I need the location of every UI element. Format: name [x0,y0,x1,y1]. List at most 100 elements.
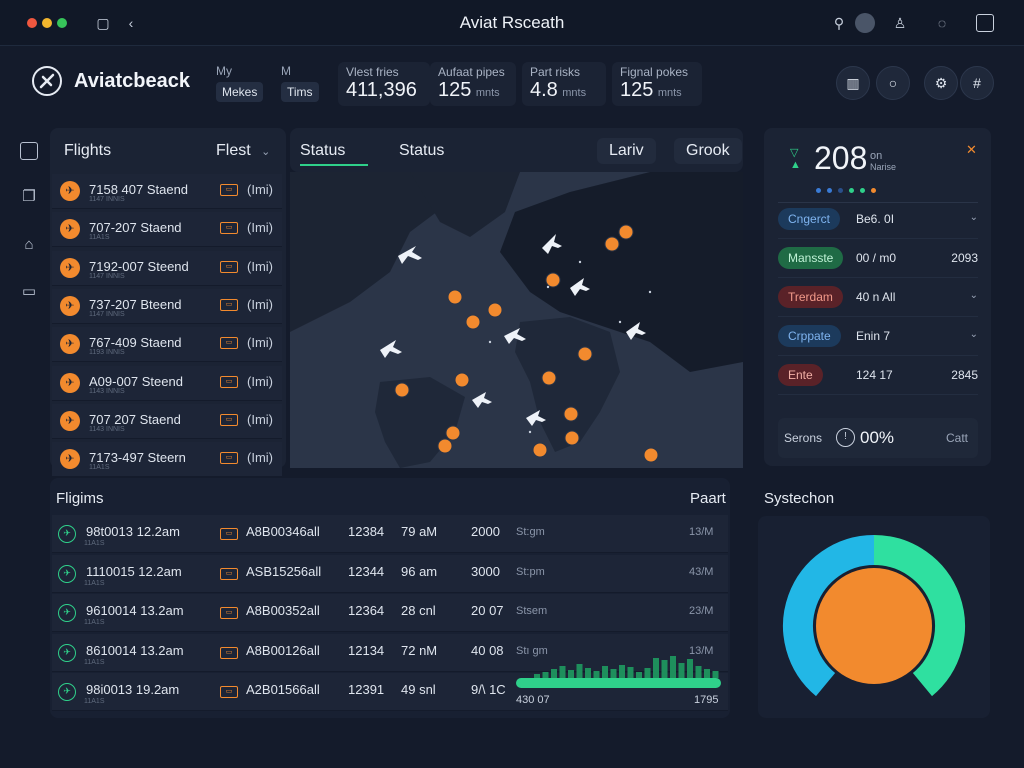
user-icon[interactable]: ♙ [893,15,907,31]
tag-icon: ▭ [220,337,238,350]
refresh-icon[interactable]: ◌ [937,15,947,31]
search-icon[interactable]: ⚲ [833,15,845,31]
gauge-arc-cyan [783,535,875,697]
status-mid: 40 n All [856,290,896,304]
chart-icon[interactable]: ▥ [836,66,870,100]
status-row[interactable]: Crppate Enin 7 ⌄ [778,321,980,356]
trend-up-down-icon: ▽ ▲ [790,147,801,171]
mini-selector-2[interactable]: M Tims [281,64,319,102]
chevron-down-icon[interactable]: ⌄ [969,290,978,301]
circle-icon[interactable]: ○ [876,66,910,100]
settings-icon[interactable]: ⚙ [924,66,958,100]
flight-label: 7173-497 Steern [89,450,186,466]
flight-label: 7158 407 Staend [89,182,189,197]
cell-rate: 23/M [689,605,714,617]
status-pill: Trerdam [778,286,843,308]
tag-icon: ▭ [220,686,238,698]
brand-name: Aviatcbeack [74,70,190,92]
cell-rate: 43/M [689,565,714,578]
sidebar-toggle-icon[interactable]: ▢ [96,15,110,31]
flight-label: 707-207 Staend [89,220,182,236]
flight-row[interactable]: ✈ A09-007 Steend 1143 INNIS ▭ (Imi) [52,365,282,401]
chevron-down-icon[interactable]: ⌄ [969,329,978,340]
plane-icon: ✈ [60,334,80,355]
back-icon[interactable]: ‹ [128,15,134,31]
chat-icon[interactable] [855,13,875,33]
mini-selector-1[interactable]: My Mekes [216,64,264,102]
table-row[interactable]: ✈ 8610014 13.2am 11A1S ▭ A8B00126all 12134 72 … [52,633,728,672]
traffic-bar [602,666,608,678]
close-icon[interactable]: ✕ [966,142,977,157]
flight-row[interactable]: ✈ 707-207 Staend 11A1S ▭ (Imi) [52,212,282,248]
flight-row[interactable]: ✈ 767-409 Staend 1193 INNIS ▭ (Imi) [52,327,282,363]
traffic-bar [653,658,659,678]
traffic-bar [534,674,540,678]
tab-status-1[interactable]: Status [300,142,346,159]
cell-code: A8B00346all [246,524,320,539]
table-row[interactable]: ✈ 98t0013 12.2am 11A1S ▭ A8B00346all 12384 79 … [52,515,728,553]
stat-value: 411,396 [346,79,417,101]
landmass-eurasia [500,172,743,372]
divider [778,394,978,395]
flight-sub: 11A1S [89,464,110,472]
plane-icon: ✈ [60,295,80,316]
mini-value: Tims [281,82,319,102]
status-row[interactable]: Mansste 00 / m0 2093 [778,243,980,278]
cell-number: 12344 [348,563,385,579]
documents-icon[interactable]: ❐ [22,188,36,205]
status-right: 2845 [951,368,978,382]
card-icon[interactable]: ▭ [21,283,37,300]
mini-value: Mekes [216,82,264,102]
flight-sub: 1143 INNIS [89,387,125,395]
cell-altitude: 2000 [471,524,500,539]
flight-row[interactable]: ✈ 707 207 Staend 1143 INNIS ▭ (Imi) [52,403,282,439]
tab-grook[interactable]: Grook [674,138,742,164]
status-pill: Cngerct [778,208,841,230]
traffic-bar [551,669,557,678]
flight-row[interactable]: ✈ 7173-497 Steern 11A1S ▭ (Imi) [52,442,282,478]
status-row[interactable]: Cngerct Be6. 0I ⌄ [778,204,980,239]
title-bar: ▢ ‹ Aviat Rsceath ⚲ ♙ ◌ [0,0,1024,46]
cell-altitude: 9/\ 1C [471,682,506,697]
flight-label: 707 207 Staend [89,411,181,427]
status-row[interactable]: Trerdam 40 n All ⌄ [778,282,980,317]
traffic-bar [644,668,651,678]
home-icon[interactable]: ⌂ [24,236,34,253]
status-right: 2093 [951,251,978,265]
plane-icon [542,234,562,254]
flights-filter-dropdown[interactable]: Flest ⌄ [216,142,270,160]
stat-value: 125 [620,79,654,101]
flight-row[interactable]: ✈ 7192-007 Steend 1147 INNIS ▭ (Imi) [52,250,282,286]
status-row[interactable]: Ente 124 17 2845 [778,360,980,395]
gauge-arc-green [873,535,965,697]
cell-altitude: 40 08 [471,642,504,658]
table-title: Fligims [56,490,104,507]
world-map[interactable] [290,172,743,468]
grid-icon[interactable]: # [960,66,994,100]
dashboard-icon[interactable] [20,142,38,160]
plane-icon: ✈ [60,372,80,393]
maximize-window-button[interactable] [57,18,67,28]
table-row[interactable]: ✈ 1110015 12.2am 11A1S ▭ ASB15256all 12344 96 … [52,554,728,593]
flight-label: 737-207 Bteend [89,296,182,312]
chevron-down-icon[interactable]: ⌄ [969,212,978,223]
close-window-button[interactable] [27,18,37,28]
window-icon[interactable] [976,14,994,32]
flight-row[interactable]: ✈ 7158 407 Staend 1147 INNIS ▭ (Imi) [52,174,282,209]
divider [778,316,978,317]
minimize-window-button[interactable] [42,18,52,28]
status-pill: Ente [778,364,823,386]
traffic-bar [593,671,600,678]
table-row[interactable]: ✈ 9610014 13.2am 11A1S ▭ A8B00352all 12364 28 … [52,594,728,632]
status-footer: Serons ! 00% Catt [778,418,978,458]
flight-row[interactable]: ✈ 737-207 Bteend 1147 INNIS ▭ (Imi) [52,288,282,324]
tab-lariv[interactable]: Lariv [597,138,656,164]
page-dots[interactable] [816,180,876,198]
footer-right[interactable]: Catt [946,431,969,445]
system-title: Systechon [764,490,835,507]
traffic-bar [627,667,634,678]
traffic-bar [687,659,693,678]
flight-sub: 1143 INNIS [89,425,125,433]
plane-icon: ✈ [60,449,80,470]
tab-status-2[interactable]: Status [399,142,445,159]
